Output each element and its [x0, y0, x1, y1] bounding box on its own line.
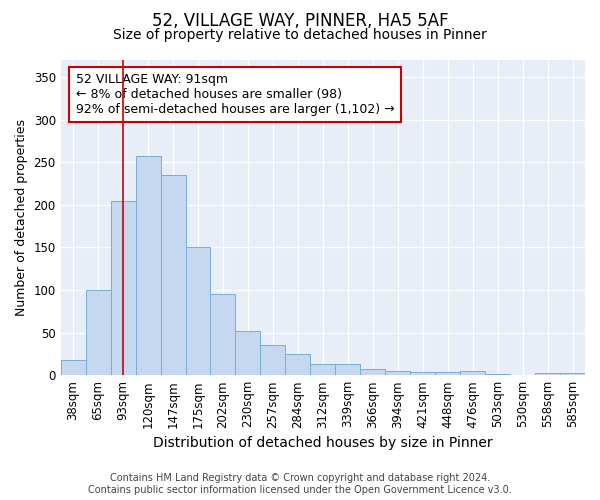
X-axis label: Distribution of detached houses by size in Pinner: Distribution of detached houses by size … — [153, 436, 493, 450]
Bar — [110, 200, 136, 375]
Text: 52 VILLAGE WAY: 91sqm
← 8% of detached houses are smaller (98)
92% of semi-detac: 52 VILLAGE WAY: 91sqm ← 8% of detached h… — [76, 73, 394, 116]
Bar — [211, 294, 235, 375]
Bar — [61, 360, 86, 375]
Bar — [335, 364, 360, 375]
Text: 52, VILLAGE WAY, PINNER, HA5 5AF: 52, VILLAGE WAY, PINNER, HA5 5AF — [152, 12, 448, 30]
Y-axis label: Number of detached properties: Number of detached properties — [15, 119, 28, 316]
Bar — [185, 248, 211, 375]
Bar — [485, 374, 510, 375]
Bar — [560, 374, 585, 375]
Bar — [435, 372, 460, 375]
Bar — [310, 364, 335, 375]
Bar — [535, 374, 560, 375]
Bar — [286, 354, 310, 375]
Bar — [161, 175, 185, 375]
Bar — [136, 156, 161, 375]
Bar — [385, 371, 410, 375]
Bar — [410, 372, 435, 375]
Bar — [260, 346, 286, 375]
Text: Size of property relative to detached houses in Pinner: Size of property relative to detached ho… — [113, 28, 487, 42]
Bar — [86, 290, 110, 375]
Bar — [360, 369, 385, 375]
Text: Contains HM Land Registry data © Crown copyright and database right 2024.
Contai: Contains HM Land Registry data © Crown c… — [88, 474, 512, 495]
Bar — [460, 371, 485, 375]
Bar — [235, 331, 260, 375]
